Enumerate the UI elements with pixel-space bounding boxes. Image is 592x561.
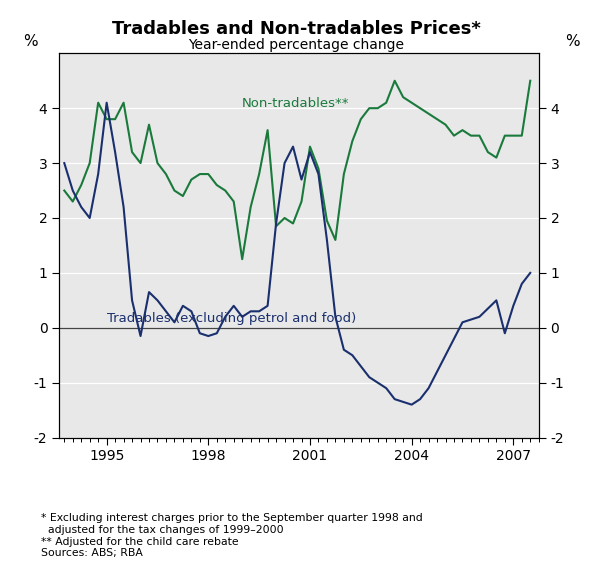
Y-axis label: %: % <box>23 34 38 49</box>
Text: * Excluding interest charges prior to the September quarter 1998 and
  adjusted : * Excluding interest charges prior to th… <box>41 513 423 558</box>
Text: Tradables (excluding petrol and food): Tradables (excluding petrol and food) <box>107 312 356 325</box>
Text: Non-tradables**: Non-tradables** <box>242 97 349 110</box>
Y-axis label: %: % <box>565 34 580 49</box>
Text: Year-ended percentage change: Year-ended percentage change <box>188 38 404 52</box>
Text: Tradables and Non-tradables Prices*: Tradables and Non-tradables Prices* <box>111 20 481 38</box>
